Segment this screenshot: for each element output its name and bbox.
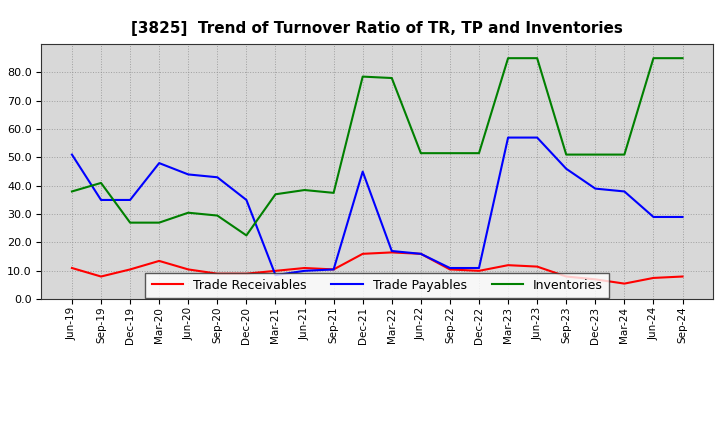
Trade Payables [359, 169, 367, 174]
Trade Receivables [126, 267, 135, 272]
Trade Payables [533, 135, 541, 140]
Trade Payables [300, 268, 309, 274]
Inventories [126, 220, 135, 225]
Inventories [417, 150, 426, 156]
Trade Receivables [213, 271, 222, 276]
Trade Receivables [474, 268, 483, 274]
Inventories [359, 74, 367, 79]
Trade Payables [504, 135, 513, 140]
Inventories [213, 213, 222, 218]
Trade Receivables [591, 277, 600, 282]
Trade Receivables [68, 265, 76, 271]
Trade Payables [126, 197, 135, 202]
Trade Receivables [155, 258, 163, 264]
Trade Receivables [96, 274, 105, 279]
Trade Receivables [359, 251, 367, 257]
Trade Payables [417, 251, 426, 257]
Trade Payables [591, 186, 600, 191]
Trade Payables [184, 172, 192, 177]
Trade Receivables [533, 264, 541, 269]
Line: Trade Payables: Trade Payables [72, 138, 683, 275]
Inventories [300, 187, 309, 193]
Inventories [68, 189, 76, 194]
Trade Receivables [300, 265, 309, 271]
Trade Receivables [242, 271, 251, 276]
Trade Payables [271, 272, 280, 278]
Inventories [620, 152, 629, 157]
Inventories [474, 150, 483, 156]
Inventories [591, 152, 600, 157]
Inventories [184, 210, 192, 215]
Trade Payables [68, 152, 76, 157]
Trade Payables [620, 189, 629, 194]
Inventories [446, 150, 454, 156]
Trade Receivables [329, 267, 338, 272]
Trade Receivables [446, 267, 454, 272]
Trade Payables [242, 197, 251, 202]
Line: Inventories: Inventories [72, 58, 683, 235]
Inventories [504, 55, 513, 61]
Trade Payables [155, 161, 163, 166]
Inventories [562, 152, 570, 157]
Title: [3825]  Trend of Turnover Ratio of TR, TP and Inventories: [3825] Trend of Turnover Ratio of TR, TP… [131, 21, 624, 36]
Line: Trade Receivables: Trade Receivables [72, 253, 683, 284]
Trade Payables [678, 214, 687, 220]
Trade Payables [562, 166, 570, 172]
Trade Receivables [184, 267, 192, 272]
Inventories [242, 233, 251, 238]
Trade Receivables [649, 275, 658, 281]
Inventories [155, 220, 163, 225]
Trade Receivables [620, 281, 629, 286]
Trade Payables [329, 267, 338, 272]
Inventories [533, 55, 541, 61]
Inventories [387, 75, 396, 81]
Inventories [96, 180, 105, 186]
Trade Payables [446, 265, 454, 271]
Trade Receivables [271, 268, 280, 274]
Trade Receivables [678, 274, 687, 279]
Inventories [329, 190, 338, 195]
Trade Payables [649, 214, 658, 220]
Trade Receivables [504, 263, 513, 268]
Inventories [649, 55, 658, 61]
Trade Receivables [387, 250, 396, 255]
Trade Payables [213, 175, 222, 180]
Trade Receivables [562, 274, 570, 279]
Trade Payables [387, 248, 396, 253]
Inventories [678, 55, 687, 61]
Inventories [271, 192, 280, 197]
Trade Payables [474, 265, 483, 271]
Trade Payables [96, 197, 105, 202]
Trade Receivables [417, 251, 426, 257]
Legend: Trade Receivables, Trade Payables, Inventories: Trade Receivables, Trade Payables, Inven… [145, 272, 609, 298]
